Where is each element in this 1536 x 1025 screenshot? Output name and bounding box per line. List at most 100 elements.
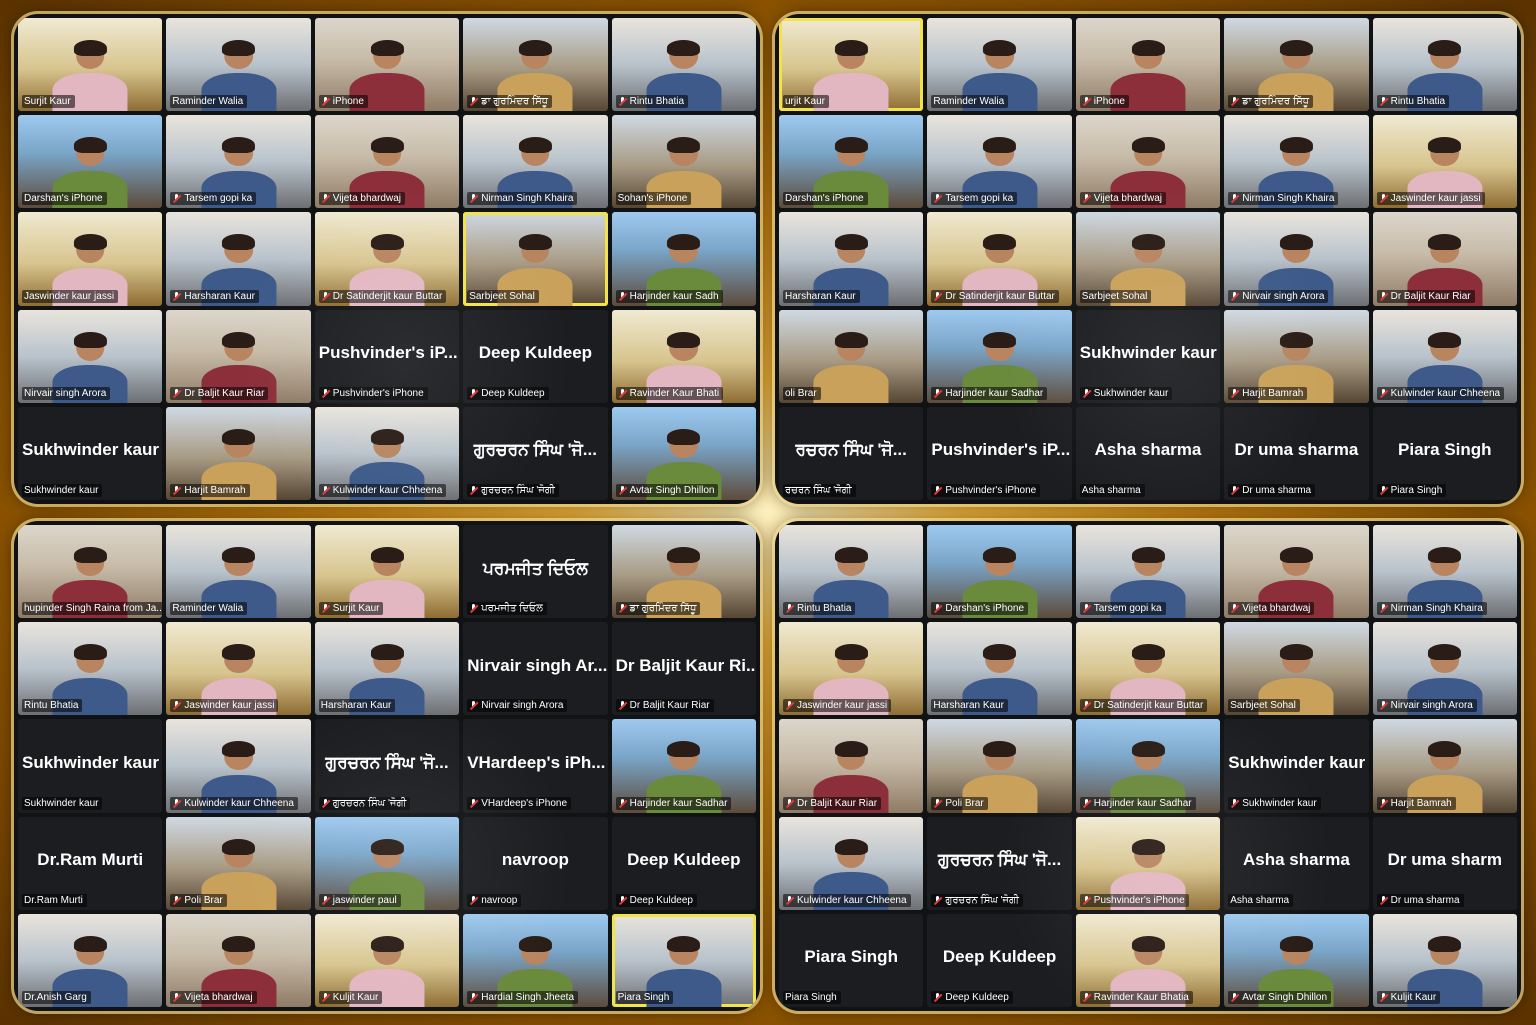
participant-video-tile[interactable]: Harjit Bamrah xyxy=(166,406,311,500)
participant-video-tile[interactable]: Vijeta bhardwaj xyxy=(1075,115,1221,209)
participant-video-tile[interactable]: hupinder Singh Raina from Ja... xyxy=(18,525,163,619)
participant-video-tile[interactable]: Harjit Bamrah xyxy=(1372,719,1517,813)
participant-video-tile[interactable]: Ravinder Kaur Bhati xyxy=(611,309,756,403)
participant-name-tile[interactable]: Sukhwinder kaur Sukhwinder kaur xyxy=(1075,309,1221,403)
participant-video-tile[interactable]: Harsharan Kaur xyxy=(314,622,460,716)
participant-video-tile[interactable]: Sarbjeet Sohal xyxy=(463,212,608,306)
participant-video-tile[interactable]: Darshan's iPhone xyxy=(927,525,1072,619)
participant-video-tile[interactable]: Tarsem gopi ka xyxy=(1075,525,1221,619)
participant-name-tile[interactable]: Pushvinder's iP... Pushvinder's iPhone xyxy=(314,309,460,403)
participant-video-tile[interactable]: Harjinder kaur Sadhar xyxy=(1075,719,1221,813)
participant-video-tile[interactable]: Hardial Singh Jheeta xyxy=(463,913,608,1007)
participant-video-tile[interactable]: urjit Kaur xyxy=(779,18,924,112)
participant-video-tile[interactable]: oli Brar xyxy=(779,309,924,403)
participant-name-tile[interactable]: ਗੁਰਚਰਨ ਸਿੰਘ 'ਜੋ... ਗੁਰਚਰਨ ਸਿੰਘ 'ਜੋਗੀ xyxy=(927,816,1072,910)
participant-video-tile[interactable]: Poli Brar xyxy=(166,816,311,910)
participant-name-tile[interactable]: navroop navroop xyxy=(463,816,608,910)
participant-video-tile[interactable]: Kulwinder kaur Chheena xyxy=(166,719,311,813)
participant-name-tile[interactable]: Sukhwinder kaur Sukhwinder kaur xyxy=(1224,719,1369,813)
participant-video-tile[interactable]: Poli Brar xyxy=(927,719,1072,813)
participant-name-tile[interactable]: Asha sharma Asha sharma xyxy=(1075,406,1221,500)
participant-video-tile[interactable]: Rintu Bhatia xyxy=(18,622,163,716)
participant-video-tile[interactable]: Vijeta bhardwaj xyxy=(314,115,460,209)
participant-name-tile[interactable]: Piara Singh Piara Singh xyxy=(779,913,924,1007)
participant-name-tile[interactable]: Nirvair singh Ar... Nirvair singh Arora xyxy=(463,622,608,716)
participant-video-tile[interactable]: Kuljit Kaur xyxy=(314,913,460,1007)
participant-video-tile[interactable]: Dr Satinderjit kaur Buttar xyxy=(314,212,460,306)
participant-video-tile[interactable]: ਡਾ ਗੁਰਮਿੰਦਰ ਸਿੱਧੂ xyxy=(1224,18,1369,112)
participant-video-tile[interactable]: Dr Satinderjit kaur Buttar xyxy=(927,212,1072,306)
participant-video-tile[interactable]: Avtar Singh Dhillon xyxy=(1224,913,1369,1007)
participant-video-tile[interactable]: Nirvair singh Arora xyxy=(1372,622,1517,716)
participant-video-tile[interactable]: Dr.Anish Garg xyxy=(18,913,163,1007)
participant-video-tile[interactable]: Raminder Walia xyxy=(927,18,1072,112)
participant-video-tile[interactable]: Avtar Singh Dhillon xyxy=(611,406,756,500)
participant-video-tile[interactable]: Piara Singh xyxy=(611,913,756,1007)
participant-video-tile[interactable]: ਡਾ ਗੁਰਮਿੰਦਰ ਸਿੱਧੂ xyxy=(463,18,608,112)
participant-video-tile[interactable]: Dr Baljit Kaur Riar xyxy=(166,309,311,403)
participant-name-tile[interactable]: ਪਰਮਜੀਤ ਦਿਓਲ ਪਰਮਜੀਤ ਦਿਓਲ xyxy=(463,525,608,619)
participant-name-tile[interactable]: Piara Singh Piara Singh xyxy=(1372,406,1517,500)
participant-video-tile[interactable]: Nirvair singh Arora xyxy=(1224,212,1369,306)
participant-name-tile[interactable]: VHardeep's iPh... VHardeep's iPhone xyxy=(463,719,608,813)
participant-video-tile[interactable]: Nirman Singh Khaira xyxy=(1224,115,1369,209)
participant-name-tile[interactable]: Dr Baljit Kaur Ri... Dr Baljit Kaur Riar xyxy=(611,622,756,716)
participant-video-tile[interactable]: Tarsem gopi ka xyxy=(166,115,311,209)
participant-name-tile[interactable]: Sukhwinder kaur Sukhwinder kaur xyxy=(18,406,163,500)
participant-name-tile[interactable]: Deep Kuldeep Deep Kuldeep xyxy=(463,309,608,403)
participant-video-tile[interactable]: Harsharan Kaur xyxy=(779,212,924,306)
participant-video-tile[interactable]: Kulwinder kaur Chheena xyxy=(779,816,924,910)
participant-name-tile[interactable]: Asha sharma Asha sharma xyxy=(1224,816,1369,910)
participant-name-tile[interactable]: ਰਚਰਨ ਸਿੰਘ 'ਜੋ... ਰਚਰਨ ਸਿੰਘ 'ਜੋਗੀ xyxy=(779,406,924,500)
participant-video-tile[interactable]: Kulwinder kaur Chheena xyxy=(1372,309,1517,403)
participant-video-tile[interactable]: Dr Baljit Kaur Riar xyxy=(779,719,924,813)
participant-name-tile[interactable]: Deep Kuldeep Deep Kuldeep xyxy=(611,816,756,910)
participant-video-tile[interactable]: Dr Satinderjit kaur Buttar xyxy=(1075,622,1221,716)
participant-video-tile[interactable]: Surjit Kaur xyxy=(18,18,163,112)
participant-name-tile[interactable]: Dr uma sharm Dr uma sharma xyxy=(1372,816,1517,910)
participant-video-tile[interactable]: Harsharan Kaur xyxy=(166,212,311,306)
participant-video-tile[interactable]: Nirvair singh Arora xyxy=(18,309,163,403)
participant-video-tile[interactable]: Sarbjeet Sohal xyxy=(1224,622,1369,716)
participant-video-tile[interactable]: Sarbjeet Sohal xyxy=(1075,212,1221,306)
participant-video-tile[interactable]: iPhone xyxy=(1075,18,1221,112)
participant-video-tile[interactable]: Surjit Kaur xyxy=(314,525,460,619)
participant-video-tile[interactable]: Sohan's iPhone xyxy=(611,115,756,209)
participant-name-tile[interactable]: Deep Kuldeep Deep Kuldeep xyxy=(927,913,1072,1007)
participant-name-tile[interactable]: ਗੁਰਚਰਨ ਸਿੰਘ 'ਜੋ... ਗੁਰਚਰਨ ਸਿੰਘ 'ਜੋਗੀ xyxy=(463,406,608,500)
participant-name-tile[interactable]: Dr.Ram Murti Dr.Ram Murti xyxy=(18,816,163,910)
participant-name-tile[interactable]: Pushvinder's iP... Pushvinder's iPhone xyxy=(927,406,1072,500)
participant-video-tile[interactable]: Nirman Singh Khaira xyxy=(463,115,608,209)
participant-video-tile[interactable]: Ravinder Kaur Bhatia xyxy=(1075,913,1221,1007)
participant-video-tile[interactable]: Harjit Bamrah xyxy=(1224,309,1369,403)
participant-video-tile[interactable]: Harjinder kaur Sadh xyxy=(611,212,756,306)
participant-video-tile[interactable]: Harjinder kaur Sadhar xyxy=(927,309,1072,403)
participant-video-tile[interactable]: Raminder Walia xyxy=(166,18,311,112)
participant-video-tile[interactable]: ਡਾ ਗੁਰਮਿੰਦਰ ਸਿੱਧੂ xyxy=(611,525,756,619)
participant-video-tile[interactable]: Rintu Bhatia xyxy=(1372,18,1517,112)
participant-video-tile[interactable]: Vijeta bhardwaj xyxy=(166,913,311,1007)
participant-video-tile[interactable]: Vijeta bhardwaj xyxy=(1224,525,1369,619)
participant-video-tile[interactable]: Tarsem gopi ka xyxy=(927,115,1072,209)
participant-video-tile[interactable]: Darshan's iPhone xyxy=(779,115,924,209)
participant-name-tile[interactable]: Sukhwinder kaur Sukhwinder kaur xyxy=(18,719,163,813)
participant-video-tile[interactable]: Rintu Bhatia xyxy=(779,525,924,619)
participant-video-tile[interactable]: Kuljit Kaur xyxy=(1372,913,1517,1007)
participant-video-tile[interactable]: Kulwinder kaur Chheena xyxy=(314,406,460,500)
participant-name-tile[interactable]: ਗੁਰਚਰਨ ਸਿੰਘ 'ਜੋ... ਗੁਰਚਰਨ ਸਿੰਘ 'ਜੋਗੀ xyxy=(314,719,460,813)
participant-video-tile[interactable]: Nirman Singh Khaira xyxy=(1372,525,1517,619)
participant-video-tile[interactable]: Harjinder kaur Sadhar xyxy=(611,719,756,813)
participant-video-tile[interactable]: Pushvinder's iPhone xyxy=(1075,816,1221,910)
participant-video-tile[interactable]: Darshan's iPhone xyxy=(18,115,163,209)
participant-video-tile[interactable]: Jaswinder kaur jassi xyxy=(779,622,924,716)
participant-video-tile[interactable]: Raminder Walia xyxy=(166,525,311,619)
participant-video-tile[interactable]: Jaswinder kaur jassi xyxy=(166,622,311,716)
participant-video-tile[interactable]: jaswinder paul xyxy=(314,816,460,910)
participant-video-tile[interactable]: Jaswinder kaur jassi xyxy=(18,212,163,306)
participant-video-tile[interactable]: Jaswinder kaur jassi xyxy=(1372,115,1517,209)
participant-video-tile[interactable]: iPhone xyxy=(314,18,460,112)
participant-video-tile[interactable]: Harsharan Kaur xyxy=(927,622,1072,716)
participant-video-tile[interactable]: Rintu Bhatia xyxy=(611,18,756,112)
participant-name-tile[interactable]: Dr uma sharma Dr uma sharma xyxy=(1224,406,1369,500)
participant-video-tile[interactable]: Dr Baljit Kaur Riar xyxy=(1372,212,1517,306)
